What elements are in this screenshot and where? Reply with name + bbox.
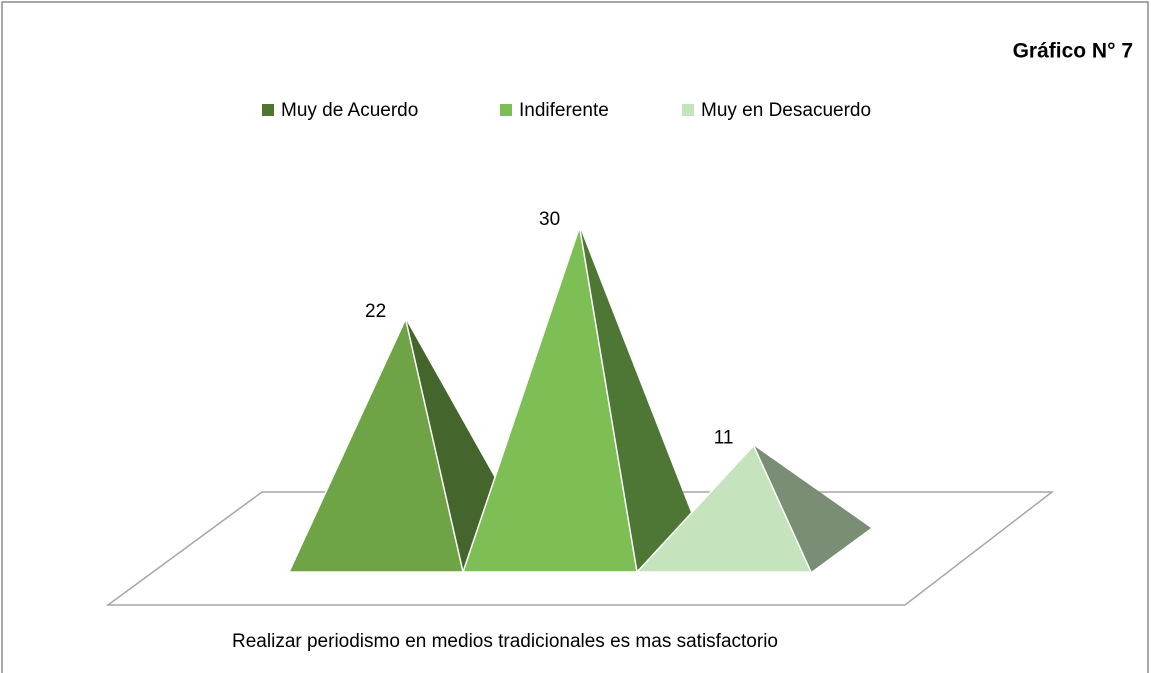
legend-swatch bbox=[500, 104, 512, 116]
chart-title: Gráfico N° 7 bbox=[1013, 40, 1133, 63]
legend-label: Indiferente bbox=[519, 100, 609, 121]
legend-swatch bbox=[682, 104, 694, 116]
legend-label: Muy de Acuerdo bbox=[281, 100, 418, 121]
pyramid bbox=[461, 226, 638, 573]
pyramid bbox=[635, 444, 813, 573]
data-label: 22 bbox=[365, 301, 386, 322]
data-label: 11 bbox=[714, 428, 734, 449]
legend-swatch bbox=[262, 104, 274, 116]
pyramid-side bbox=[579, 227, 697, 572]
legend-label: Muy en Desacuerdo bbox=[701, 100, 871, 121]
category-label: Realizar periodismo en medios tradiciona… bbox=[232, 631, 778, 652]
data-label: 30 bbox=[539, 209, 560, 230]
pyramid-side bbox=[753, 445, 871, 572]
pyramid bbox=[287, 316, 464, 573]
